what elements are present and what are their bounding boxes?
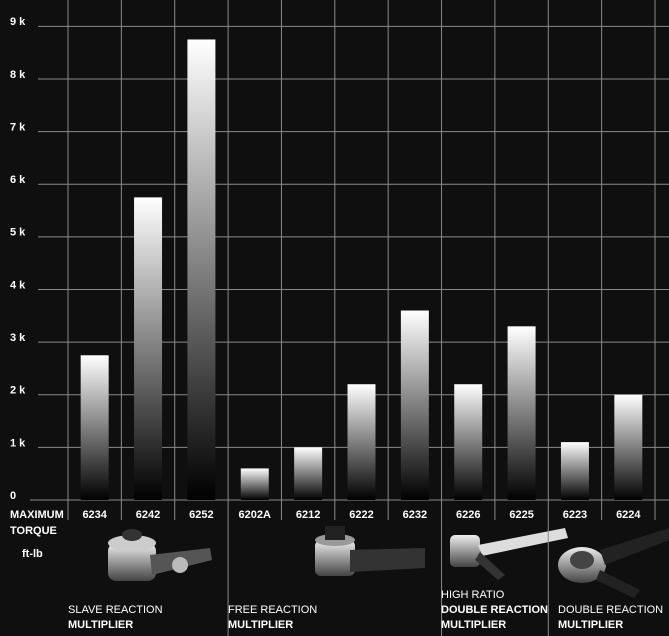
y-tick-label: 5 k — [10, 227, 26, 239]
y-tick-label: 2 k — [10, 385, 26, 397]
y-tick-label: 3 k — [10, 332, 26, 344]
y-tick-label: 1 k — [10, 437, 26, 449]
x-tick-label: 6212 — [296, 509, 320, 521]
x-tick-label: 6223 — [563, 509, 587, 521]
bar — [294, 447, 323, 500]
group-label: MULTIPLIER — [68, 619, 133, 631]
x-tick-label: 6225 — [509, 509, 533, 521]
y-tick-label: 6 k — [10, 174, 26, 186]
bar — [507, 326, 536, 500]
x-tick-label: 6242 — [136, 509, 160, 521]
bar — [614, 394, 643, 500]
group-label: DOUBLE REACTION — [558, 604, 663, 616]
x-tick-label: 6202A — [239, 509, 271, 521]
tool-image-free — [315, 526, 425, 576]
group-label: HIGH RATIO — [441, 589, 505, 601]
x-tick-label: 6224 — [616, 509, 641, 521]
x-tick-label: 6252 — [189, 509, 213, 521]
bar — [80, 355, 109, 500]
group-label: DOUBLE REACTION — [441, 604, 548, 616]
unit-label: ft-lb — [22, 548, 43, 560]
y-tick-label: 4 k — [10, 279, 26, 291]
y-tick-label: 8 k — [10, 69, 26, 81]
tool-image-slave — [108, 529, 212, 581]
x-tick-label: 6234 — [82, 509, 107, 521]
y-tick-label: 0 — [10, 490, 16, 502]
bar — [400, 310, 429, 500]
x-tick-label: 6226 — [456, 509, 480, 521]
tool-image-double — [558, 528, 669, 598]
y-axis-title: MAXIMUM — [10, 509, 64, 521]
tool-image-high-ratio — [450, 528, 568, 580]
bar — [454, 384, 483, 500]
bar — [134, 197, 163, 501]
y-tick-label: 7 k — [10, 121, 26, 133]
group-label: SLAVE REACTION — [68, 604, 163, 616]
bar — [347, 384, 376, 500]
group-label: FREE REACTION — [228, 604, 317, 616]
bar — [240, 468, 269, 500]
y-tick-label: 9 k — [10, 16, 26, 28]
bar — [560, 442, 589, 500]
group-label: MULTIPLIER — [441, 619, 506, 631]
y-axis-title: TORQUE — [10, 525, 57, 537]
group-label: MULTIPLIER — [228, 619, 293, 631]
group-label: MULTIPLIER — [558, 619, 623, 631]
bar — [187, 39, 216, 500]
x-tick-label: 6232 — [403, 509, 427, 521]
x-tick-label: 6222 — [349, 509, 373, 521]
